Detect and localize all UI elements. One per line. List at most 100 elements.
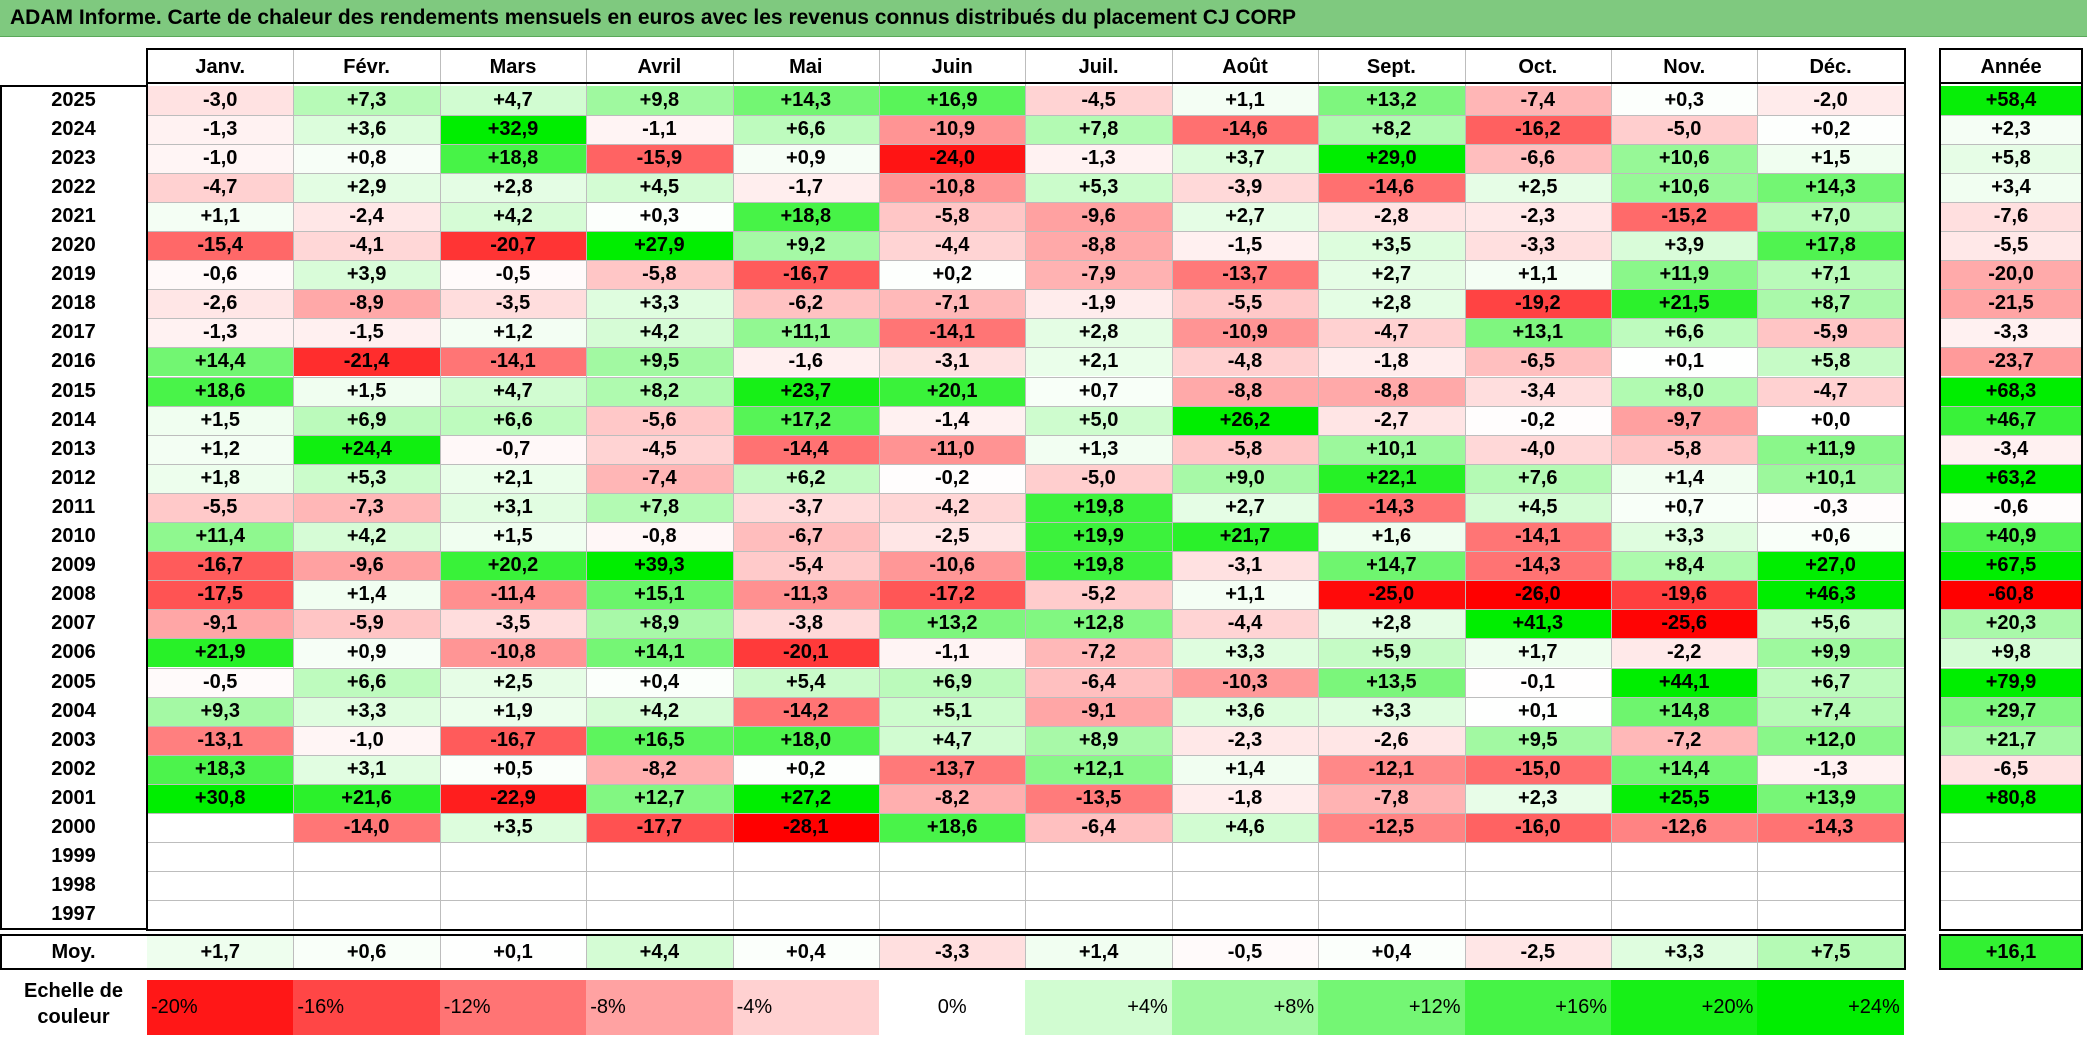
heat-cell <box>1025 871 1172 901</box>
year-label: 2013 <box>51 437 96 460</box>
heat-cell: +1,7 <box>1464 638 1611 668</box>
heat-cell: +15,1 <box>586 580 733 610</box>
heat-cell <box>1318 842 1465 872</box>
heat-cell: -0,2 <box>1464 405 1611 435</box>
average-cell: +0,4 <box>1318 936 1465 968</box>
heat-cell <box>293 842 440 872</box>
grid-line <box>1171 50 1173 930</box>
grid-line <box>1939 638 2083 640</box>
grid-line <box>732 936 734 968</box>
average-cell: -2,5 <box>1464 936 1611 968</box>
heat-cell: -25,6 <box>1611 609 1758 639</box>
heat-cell: -4,4 <box>1171 609 1319 639</box>
annual-cell: +20,3 <box>1939 609 2083 639</box>
grid-line <box>1025 50 1027 930</box>
heat-cell: +1,3 <box>1025 434 1172 464</box>
grid-line <box>147 260 1904 262</box>
heat-cell: -14,0 <box>293 813 440 843</box>
heat-cell <box>1611 900 1758 930</box>
month-header: Juin <box>931 55 973 78</box>
heat-cell: +12,8 <box>1025 609 1172 639</box>
annual-cell: +80,8 <box>1939 783 2083 813</box>
grid-line <box>1939 405 2083 407</box>
heat-cell: -7,4 <box>586 463 733 493</box>
grid-line <box>147 813 1904 814</box>
heat-cell: -10,8 <box>879 172 1026 202</box>
heat-cell: +2,1 <box>1025 347 1172 377</box>
year-label: 1999 <box>51 845 96 868</box>
heat-cell: +21,7 <box>1171 522 1319 552</box>
heat-cell: +1,2 <box>147 434 294 464</box>
grid-line <box>147 231 1904 232</box>
heat-cell: -3,1 <box>1171 551 1319 581</box>
heat-cell: +0,3 <box>586 201 733 231</box>
average-annual-cell: +16,1 <box>1939 936 2083 968</box>
heat-cell: +6,2 <box>732 463 879 493</box>
year-label: 2023 <box>51 146 96 169</box>
grid-line <box>1757 936 1759 968</box>
heat-cell: -13,7 <box>879 754 1026 784</box>
heat-cell <box>1025 842 1172 872</box>
heat-cell <box>586 900 733 930</box>
grid-line <box>147 667 1904 669</box>
heat-cell: +2,8 <box>1318 289 1465 319</box>
heat-cell: +3,6 <box>293 114 440 144</box>
heat-cell <box>293 900 440 930</box>
heat-cell: -4,2 <box>879 492 1026 522</box>
heat-cell <box>1025 900 1172 930</box>
heat-cell: -5,5 <box>1171 289 1319 319</box>
scale-step: 0% <box>879 980 1026 1035</box>
heat-cell: +14,8 <box>1611 696 1758 726</box>
heat-cell: +0,2 <box>732 754 879 784</box>
heat-cell: +19,8 <box>1025 492 1172 522</box>
heat-cell: -7,4 <box>1464 85 1611 115</box>
heat-cell: -1,3 <box>1025 143 1172 173</box>
year-label: 2021 <box>51 204 96 227</box>
heat-cell: +3,3 <box>1318 696 1465 726</box>
grid-line <box>147 492 1904 494</box>
year-label: 2012 <box>51 466 96 489</box>
heat-cell: +3,6 <box>1171 696 1319 726</box>
heat-cell: -8,2 <box>879 783 1026 813</box>
heat-cell: +18,0 <box>732 725 879 755</box>
heat-cell: +6,6 <box>732 114 879 144</box>
heat-cell: +26,2 <box>1171 405 1319 435</box>
heat-cell: +9,9 <box>1757 638 1904 668</box>
heat-cell: +1,5 <box>293 376 440 406</box>
heat-cell: -6,4 <box>1025 667 1172 697</box>
heat-cell: +7,6 <box>1464 463 1611 493</box>
heat-cell: -5,9 <box>1757 318 1904 348</box>
heat-cell: -7,1 <box>879 289 1026 319</box>
heat-cell: -1,6 <box>732 347 879 377</box>
heat-cell <box>1171 871 1319 901</box>
year-label: 1998 <box>51 874 96 897</box>
heat-cell: +8,9 <box>1025 725 1172 755</box>
year-label: 2003 <box>51 728 96 751</box>
heat-cell <box>439 871 587 901</box>
heat-cell: -2,5 <box>879 522 1026 552</box>
heat-cell: -7,9 <box>1025 260 1172 290</box>
heat-cell: -2,0 <box>1757 85 1904 115</box>
heat-cell: +4,2 <box>439 201 587 231</box>
heat-cell <box>879 842 1026 872</box>
heat-cell: +9,8 <box>586 85 733 115</box>
heat-cell: +4,5 <box>586 172 733 202</box>
year-label: 1997 <box>51 903 96 926</box>
grid-line <box>1464 50 1466 930</box>
grid-line <box>1025 936 1027 968</box>
heat-cell: -0,5 <box>439 260 587 290</box>
heat-cell: +2,8 <box>1025 318 1172 348</box>
heat-cell: +4,2 <box>586 696 733 726</box>
scale-label: Echelle de couleur <box>24 980 123 1028</box>
heat-cell: +1,4 <box>1611 463 1758 493</box>
heat-cell: +29,0 <box>1318 143 1465 173</box>
heat-cell: +3,3 <box>293 696 440 726</box>
heat-cell: -2,8 <box>1318 201 1465 231</box>
heat-cell: -15,9 <box>586 143 733 173</box>
heat-cell: -6,6 <box>1464 143 1611 173</box>
heat-cell: +7,8 <box>1025 114 1172 144</box>
heat-cell: -4,8 <box>1171 347 1319 377</box>
heat-cell: +5,9 <box>1318 638 1465 668</box>
heat-cell: +25,5 <box>1611 783 1758 813</box>
heat-cell <box>732 871 879 901</box>
